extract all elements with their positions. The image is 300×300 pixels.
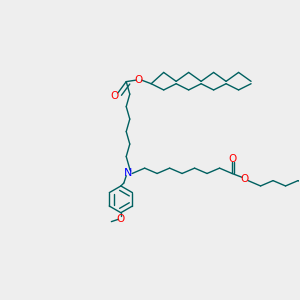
- Text: N: N: [124, 169, 133, 178]
- Text: O: O: [228, 154, 236, 164]
- Text: O: O: [135, 75, 143, 85]
- Text: O: O: [117, 214, 125, 224]
- Text: O: O: [240, 174, 249, 184]
- Text: O: O: [110, 91, 118, 101]
